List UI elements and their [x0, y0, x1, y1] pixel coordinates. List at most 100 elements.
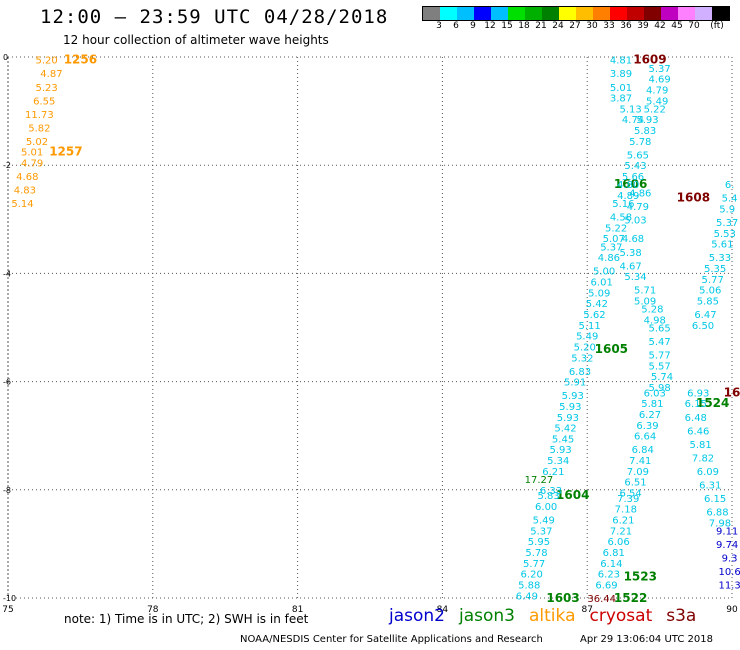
color-scale-tick: 6 — [453, 21, 459, 31]
data-point-label: 5.61 — [711, 240, 733, 251]
data-point-label: 6.14 — [600, 559, 622, 570]
color-scale-tick: 3 — [436, 21, 442, 31]
y-tick-label: -10 — [3, 594, 16, 603]
data-point-label: 6.47 — [694, 310, 716, 321]
color-swatch — [508, 7, 525, 20]
data-point-label: 6.46 — [687, 426, 709, 437]
data-point-label: 5.20 — [574, 342, 596, 353]
data-point-label: 6.01 — [591, 278, 613, 289]
page-subtitle: 12 hour collection of altimeter wave hei… — [63, 33, 329, 47]
data-point-label: 16 — [724, 385, 740, 399]
data-point-label: 5.88 — [518, 580, 540, 591]
data-point-label: 5.77 — [702, 275, 724, 286]
satellite-legend-altika: altika — [529, 606, 576, 626]
color-scale-tick: 24 — [552, 21, 564, 31]
x-tick-label: 84 — [437, 605, 449, 615]
y-tick-label: 0 — [3, 53, 8, 62]
data-point-label: 5.83 — [537, 491, 559, 502]
color-scale-tick: 33 — [603, 21, 615, 31]
footer-agency: NOAA/NESDIS Center for Satellite Applica… — [240, 634, 543, 645]
data-point-label: 6. — [725, 180, 735, 191]
data-point-label: 5.34 — [624, 272, 646, 283]
color-swatch — [712, 7, 729, 20]
data-point-label: 5.00 — [593, 267, 615, 278]
data-point-label: 4.79 — [627, 202, 649, 213]
data-point-label: 5.09 — [634, 296, 656, 307]
color-scale-tick: 42 — [654, 21, 666, 31]
data-point-label: 5.49 — [576, 332, 598, 343]
color-scale-tick: (ft) — [710, 21, 724, 31]
y-tick-label: -8 — [3, 486, 11, 495]
data-point-label: 4.58 — [610, 213, 632, 224]
data-point-label: 5.57 — [648, 361, 670, 372]
data-point-label: 6.06 — [607, 537, 629, 548]
data-point-label: 6.31 — [699, 480, 721, 491]
data-point-label: 1609 — [633, 53, 666, 67]
data-point-label: 6.00 — [535, 502, 557, 513]
data-point-label: 6.15 — [704, 494, 726, 505]
data-point-label: 5.53 — [714, 229, 736, 240]
data-point-label: 7.18 — [615, 505, 637, 516]
data-point-label: 5.42 — [554, 424, 576, 435]
data-point-label: 7.09 — [627, 467, 649, 478]
data-point-label: 6.50 — [692, 321, 714, 332]
satellite-legend-s3a: s3a — [666, 606, 697, 626]
data-point-label: 5.81 — [689, 440, 711, 451]
data-point-label: 5.11 — [578, 321, 600, 332]
data-point-label: 1606 — [614, 177, 647, 191]
data-point-label: 5.03 — [624, 215, 646, 226]
data-point-label: 7.41 — [629, 456, 651, 467]
data-point-label: 5.93 — [636, 115, 658, 126]
data-point-label: 4.67 — [620, 261, 642, 272]
data-point-label: 7.39 — [617, 494, 639, 505]
data-point-label: 5.06 — [699, 286, 721, 297]
color-swatch — [695, 7, 712, 20]
data-point-label: 5.47 — [648, 337, 670, 348]
data-point-label: 6.88 — [706, 507, 728, 518]
data-point-label: 6.81 — [603, 548, 625, 559]
data-point-label: 5.09 — [588, 288, 610, 299]
x-tick-label: 87 — [581, 605, 592, 615]
data-point-label: 6.33 — [540, 486, 562, 497]
data-point-label: 6.27 — [639, 410, 661, 421]
color-swatch — [610, 7, 627, 20]
color-swatch — [644, 7, 661, 20]
data-point-label: 5.82 — [28, 123, 50, 134]
color-swatch — [542, 7, 559, 20]
satellite-legend: jason2 jason3 altika cryosat s3a — [389, 606, 696, 626]
data-point-label: 5.77 — [648, 351, 670, 362]
color-swatch — [678, 7, 695, 20]
data-point-label: 6.84 — [632, 445, 654, 456]
satellite-legend-cryosat: cryosat — [589, 606, 653, 626]
data-point-label: 6.03 — [644, 388, 666, 399]
color-scale-tick: 12 — [484, 21, 496, 31]
color-scale-tick: 15 — [501, 21, 513, 31]
data-point-label: 10.6 — [718, 567, 740, 578]
data-point-label: 5.38 — [620, 248, 642, 259]
data-point-label: 6.23 — [598, 570, 620, 581]
data-point-label: 5.35 — [704, 264, 726, 275]
data-point-label: 6.48 — [685, 413, 707, 424]
data-point-label: 5.71 — [634, 286, 656, 297]
color-swatch — [423, 7, 440, 20]
data-point-label: 4.86 — [629, 188, 651, 199]
data-point-label: 4.80 — [617, 180, 639, 191]
data-point-label: 5.02 — [26, 137, 48, 148]
data-point-label: 4.83 — [14, 186, 36, 197]
color-scale-tick: 21 — [535, 21, 547, 31]
data-point-label: 5.13 — [620, 104, 642, 115]
data-point-label: 5.98 — [648, 383, 670, 394]
data-point-label: 5.81 — [641, 399, 663, 410]
data-point-label: 6.21 — [542, 467, 564, 478]
data-point-label: 5.07 — [603, 234, 625, 245]
data-point-label: 1604 — [556, 488, 589, 502]
footer-timestamp: Apr 29 13:06:04 UTC 2018 — [580, 634, 713, 645]
data-point-label: 17.27 — [525, 475, 554, 486]
data-point-label: 5.74 — [651, 372, 673, 383]
data-point-label: 5.28 — [641, 305, 663, 316]
data-point-label: 1256 — [64, 53, 97, 67]
data-point-label: 5.83 — [634, 126, 656, 137]
satellite-legend-jason2: jason2 — [389, 606, 445, 626]
data-point-label: 5.66 — [622, 172, 644, 183]
data-point-label: 1524 — [696, 396, 729, 410]
